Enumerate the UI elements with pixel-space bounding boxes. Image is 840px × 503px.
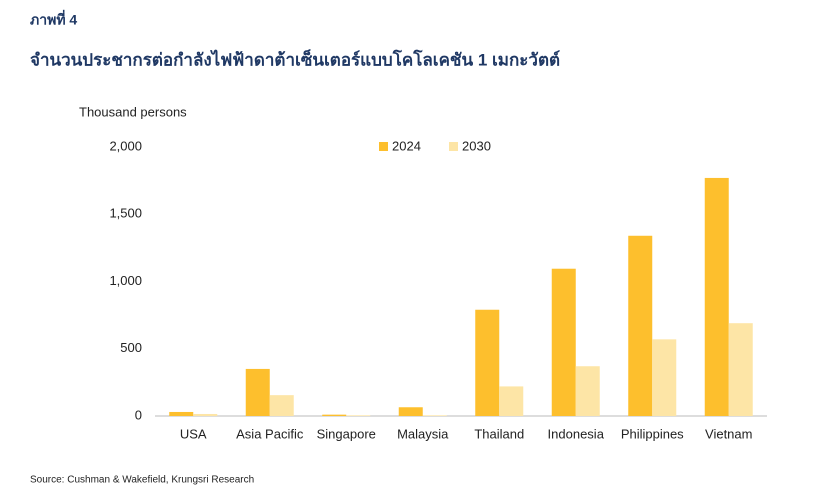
bar <box>322 414 347 416</box>
bar <box>346 415 371 416</box>
y-tick-label: 500 <box>120 340 142 355</box>
y-axis-label: Thousand persons <box>79 104 187 119</box>
bar <box>628 235 653 416</box>
bar <box>499 386 524 416</box>
y-tick-label: 0 <box>135 407 142 422</box>
bar <box>551 268 576 416</box>
x-tick-label: Asia Pacific <box>236 426 304 441</box>
x-tick-label: Vietnam <box>705 426 752 441</box>
bar <box>245 368 270 416</box>
x-tick-label: Thailand <box>474 426 524 441</box>
bar <box>193 413 218 416</box>
y-tick-label: 1,000 <box>109 273 142 288</box>
bar <box>269 395 294 416</box>
x-tick-label: Malaysia <box>397 426 449 441</box>
bar <box>652 339 677 416</box>
bar <box>728 323 753 416</box>
x-tick-label: Indonesia <box>548 426 605 441</box>
bar <box>475 309 500 416</box>
y-tick-label: 1,500 <box>109 206 142 221</box>
legend-swatch <box>379 142 388 151</box>
bar <box>169 411 194 416</box>
figure-label: ภาพที่ 4 <box>30 10 77 28</box>
y-tick-label: 2,000 <box>109 138 142 153</box>
x-tick-label: Singapore <box>317 426 376 441</box>
bar <box>704 177 729 416</box>
source: Source: Cushman & Wakefield, Krungsri Re… <box>30 475 254 486</box>
x-tick-label: USA <box>180 426 207 441</box>
x-tick-label: Philippines <box>621 426 684 441</box>
bar <box>398 407 423 416</box>
bar <box>422 415 447 416</box>
legend-swatch <box>449 142 458 151</box>
legend-label: 2030 <box>462 138 491 153</box>
chart-title: จำนวนประชากรต่อกำลังไฟฟ้าดาต้าเซ็นเตอร์แ… <box>30 47 560 69</box>
legend-label: 2024 <box>392 138 421 153</box>
bar <box>575 366 600 416</box>
